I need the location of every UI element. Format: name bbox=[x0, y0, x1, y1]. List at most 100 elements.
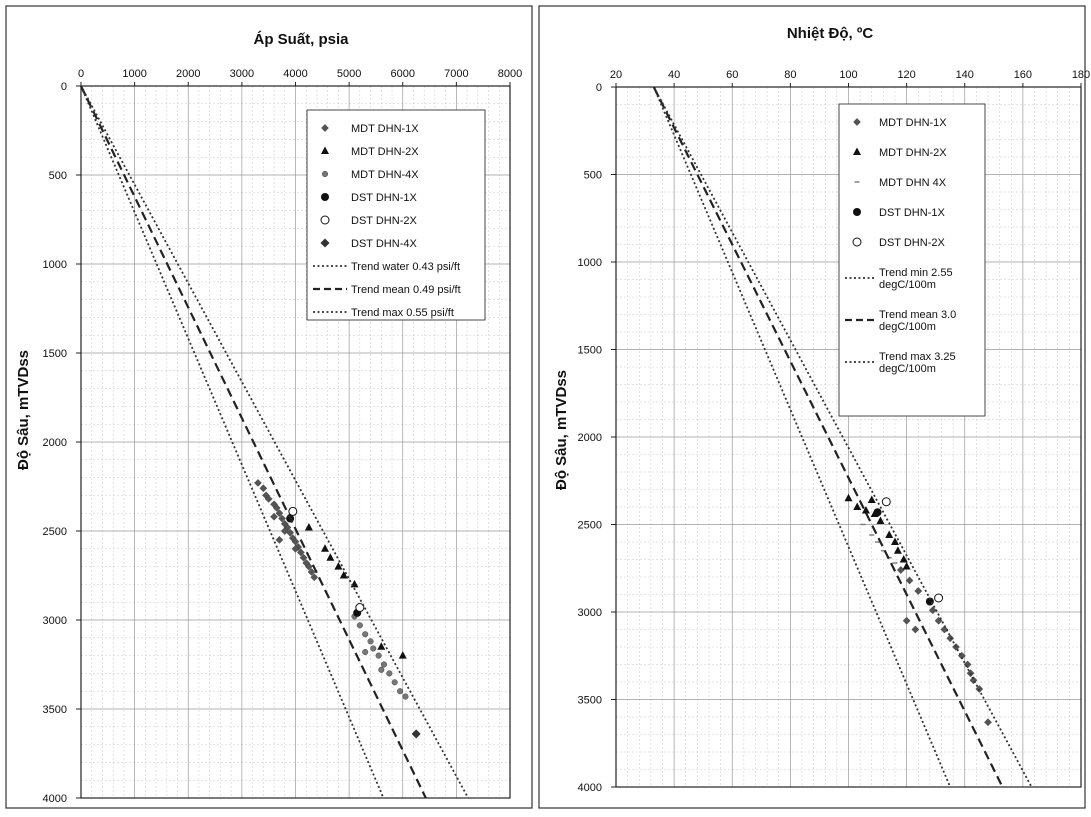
x-tick-label: 120 bbox=[897, 69, 915, 81]
data-point bbox=[355, 603, 365, 613]
pressure-legend-box bbox=[306, 109, 486, 321]
x-tick-label: 0 bbox=[78, 68, 84, 80]
y-tick-label: 1000 bbox=[578, 257, 602, 269]
data-point bbox=[876, 516, 885, 524]
y-tick-label: 1000 bbox=[43, 259, 67, 271]
data-point bbox=[356, 622, 363, 629]
data-point bbox=[902, 562, 911, 570]
data-point bbox=[380, 661, 388, 668]
legend-label: degC/100m bbox=[879, 363, 936, 375]
data-point bbox=[278, 514, 286, 523]
y-tick-label: 3000 bbox=[43, 615, 67, 627]
pressure-grid bbox=[80, 85, 511, 799]
legend-label: DST DHN-4X bbox=[351, 238, 417, 250]
data-point bbox=[259, 484, 268, 493]
legend-label: MDT DHN 4X bbox=[879, 177, 947, 189]
pressure-y-ticks: 0 500 1000 1500 2000 2500 3000 3500 4000 bbox=[43, 81, 81, 805]
data-point bbox=[946, 634, 955, 643]
legend-marker-swatch bbox=[853, 208, 861, 216]
x-tick-label: 7000 bbox=[444, 68, 468, 80]
y-tick-label: 2500 bbox=[43, 526, 67, 538]
legend-label: Trend min 2.55 bbox=[879, 267, 953, 279]
data-point bbox=[378, 666, 385, 673]
data-point bbox=[291, 544, 300, 553]
y-tick-label: 500 bbox=[49, 170, 67, 182]
legend-marker-swatch bbox=[321, 146, 329, 154]
temperature-chart-panel: Nhiệt Độ, ºC Độ Sâu, mTVDss 20 40 60 80 100 1… bbox=[538, 5, 1090, 809]
x-tick-label: 160 bbox=[1014, 69, 1032, 81]
trend-line bbox=[652, 86, 952, 788]
pressure-x-ticks: 0 1000 2000 3000 4000 5000 6000 7000 8000 bbox=[78, 68, 522, 86]
data-point bbox=[370, 645, 377, 652]
legend-marker-swatch bbox=[321, 170, 329, 178]
legend-label: MDT DHN-1X bbox=[351, 123, 419, 135]
data-point bbox=[339, 571, 348, 579]
data-point bbox=[853, 502, 862, 510]
data-point bbox=[326, 553, 335, 561]
legend-label: DST DHN-2X bbox=[879, 237, 945, 249]
data-point bbox=[861, 506, 870, 514]
data-point bbox=[934, 593, 944, 603]
data-point bbox=[275, 509, 284, 518]
data-point bbox=[867, 495, 876, 503]
y-tick-label: 1500 bbox=[43, 348, 67, 360]
data-point bbox=[254, 479, 262, 487]
pressure-legend-items: MDT DHN-1X MDT DHN-2X MDT DHN-4X DST DHN-1X… bbox=[313, 123, 461, 319]
trend-line bbox=[652, 86, 1033, 788]
y-tick-label: 3500 bbox=[43, 704, 67, 716]
data-point bbox=[334, 562, 343, 570]
legend-label: MDT DHN-2X bbox=[879, 147, 947, 159]
data-point bbox=[893, 546, 902, 554]
trend-line bbox=[652, 86, 1004, 788]
data-point bbox=[881, 497, 891, 507]
x-tick-label: 80 bbox=[784, 69, 796, 81]
legend-marker-swatch bbox=[321, 193, 329, 201]
y-tick-label: 0 bbox=[61, 81, 67, 93]
trend-line bbox=[80, 85, 469, 799]
legend-marker-swatch bbox=[321, 124, 329, 132]
temperature-chart-title: Nhiệt Độ, ºC bbox=[787, 25, 873, 42]
data-point bbox=[270, 512, 278, 521]
legend-label: MDT DHN-1X bbox=[879, 117, 947, 129]
data-point bbox=[911, 625, 920, 634]
x-tick-label: 40 bbox=[668, 69, 680, 81]
data-point bbox=[307, 568, 316, 576]
data-point bbox=[397, 688, 404, 695]
temperature-legend: MDT DHN-1X MDT DHN-2X MDT DHN 4X DST DHN-1X… bbox=[838, 103, 986, 417]
data-point bbox=[280, 527, 289, 535]
temperature-plot-area bbox=[615, 86, 1082, 788]
data-point bbox=[288, 506, 298, 516]
x-tick-label: 180 bbox=[1072, 69, 1090, 81]
legend-label: Trend max 0.55 psi/ft bbox=[351, 307, 454, 319]
data-point bbox=[899, 555, 908, 563]
legend-label: degC/100m bbox=[879, 321, 936, 333]
data-point bbox=[928, 606, 937, 615]
data-point bbox=[375, 652, 382, 659]
legend-label: Trend mean 0.49 psi/ft bbox=[351, 284, 461, 296]
x-tick-label: 4000 bbox=[283, 68, 307, 80]
legend-label: MDT DHN-4X bbox=[351, 169, 419, 181]
data-point bbox=[391, 679, 398, 686]
legend-label: DST DHN-2X bbox=[351, 215, 417, 227]
x-tick-label: 3000 bbox=[230, 68, 254, 80]
trend-line bbox=[80, 85, 427, 799]
x-tick-label: 8000 bbox=[498, 68, 522, 80]
data-point bbox=[296, 548, 305, 557]
temperature-x-ticks: 20 40 60 80 100 120 140 160 180 bbox=[610, 69, 1090, 87]
y-tick-label: 500 bbox=[584, 170, 602, 182]
y-tick-label: 0 bbox=[596, 82, 602, 94]
data-point bbox=[275, 536, 284, 544]
y-tick-label: 4000 bbox=[43, 793, 67, 805]
legend-label: degC/100m bbox=[879, 279, 936, 291]
x-tick-label: 2000 bbox=[176, 68, 200, 80]
legend-marker-swatch bbox=[320, 215, 330, 225]
legend-label: DST DHN-1X bbox=[879, 207, 945, 219]
x-tick-label: 1000 bbox=[122, 68, 146, 80]
legend-label: Trend mean 3.0 bbox=[879, 309, 956, 321]
x-tick-label: 20 bbox=[610, 69, 622, 81]
temperature-legend-box bbox=[838, 103, 986, 417]
pressure-y-axis-label: Độ Sâu, mTVDss bbox=[15, 350, 32, 470]
x-tick-label: 6000 bbox=[391, 68, 415, 80]
data-point bbox=[264, 495, 273, 503]
data-point bbox=[367, 638, 374, 645]
